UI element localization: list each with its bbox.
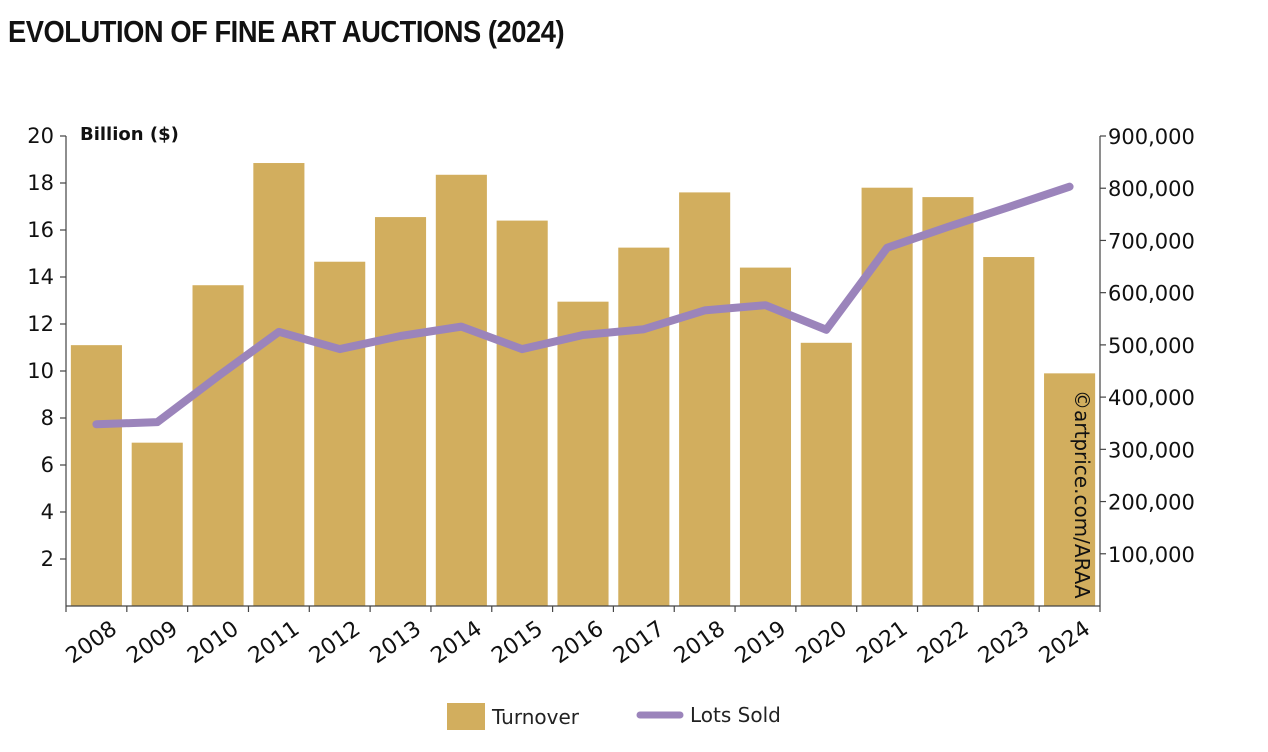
left-tick-label: 20 — [27, 124, 54, 148]
bar-turnover-2014 — [435, 174, 487, 606]
legend-label-lots-sold: Lots Sold — [690, 703, 781, 727]
point-lots-sold-2018 — [704, 309, 706, 311]
left-tick-label: 8 — [41, 406, 54, 430]
right-tick-label: 600,000 — [1108, 282, 1195, 306]
bar-turnover-2023 — [983, 257, 1035, 606]
x-tick-label: 2008 — [62, 616, 122, 669]
credit-text: ©artprice.com/ARAA — [1070, 390, 1094, 599]
point-lots-sold-2017 — [643, 328, 645, 330]
left-tick-label: 6 — [41, 453, 54, 477]
point-lots-sold-2022 — [947, 226, 949, 228]
line-layer — [92, 182, 1074, 429]
x-tick-label: 2023 — [974, 616, 1034, 669]
x-tick-label: 2011 — [244, 616, 304, 669]
point-lots-sold-2019 — [764, 304, 766, 306]
y-axis-label: Billion ($) — [80, 124, 179, 145]
right-tick-label: 200,000 — [1108, 491, 1195, 515]
bar-turnover-2010 — [192, 285, 244, 606]
x-tick-label: 2015 — [487, 616, 547, 669]
bar-turnover-2012 — [314, 261, 366, 606]
left-tick-label: 14 — [27, 265, 54, 289]
x-tick-label: 2018 — [670, 616, 730, 669]
bar-turnover-2016 — [557, 301, 609, 606]
x-tick-label: 2024 — [1035, 616, 1095, 669]
bar-turnover-2022 — [922, 197, 974, 606]
left-tick-label: 2 — [41, 547, 54, 571]
point-lots-sold-2021 — [886, 247, 888, 249]
bar-turnover-2021 — [861, 187, 913, 606]
x-tick-label: 2014 — [427, 616, 487, 669]
point-lots-sold-2014 — [460, 326, 462, 328]
point-lots-sold-2009 — [156, 421, 158, 423]
x-tick-label: 2010 — [183, 616, 243, 669]
point-lots-sold-2011 — [278, 331, 280, 333]
bar-turnover-2008 — [70, 345, 122, 606]
right-tick-label: 900,000 — [1108, 125, 1195, 149]
left-tick-label: 4 — [41, 500, 54, 524]
bar-turnover-2019 — [739, 267, 792, 606]
point-lots-sold-2013 — [400, 335, 402, 337]
point-lots-sold-2023 — [1008, 206, 1010, 208]
right-tick-label: 100,000 — [1108, 543, 1195, 567]
left-tick-label: 18 — [27, 171, 54, 195]
point-lots-sold-2015 — [521, 348, 523, 350]
bar-turnover-2009 — [131, 442, 183, 606]
bar-turnover-2020 — [800, 342, 852, 606]
bar-turnover-2024 — [1044, 373, 1096, 606]
x-tick-label: 2012 — [305, 616, 365, 669]
point-lots-sold-2008 — [95, 423, 97, 425]
x-tick-label: 2016 — [548, 616, 608, 669]
right-tick-label: 400,000 — [1108, 386, 1195, 410]
legend-label-turnover: Turnover — [491, 705, 580, 729]
chart-title: EVOLUTION OF FINE ART AUCTIONS (2024) — [8, 14, 565, 49]
x-tick-label: 2021 — [852, 616, 912, 669]
left-tick-label: 16 — [27, 218, 54, 242]
x-tick-label: 2009 — [122, 616, 182, 669]
right-tick-label: 500,000 — [1108, 334, 1195, 358]
x-tick-label: 2020 — [792, 616, 852, 669]
bar-turnover-2011 — [253, 163, 305, 606]
point-lots-sold-2012 — [339, 348, 341, 350]
bar-turnover-2018 — [679, 192, 731, 606]
x-tick-label: 2013 — [366, 616, 426, 669]
x-tick-label: 2017 — [609, 616, 669, 669]
right-tick-label: 800,000 — [1108, 177, 1195, 201]
point-lots-sold-2010 — [217, 375, 219, 377]
x-tick-label: 2019 — [731, 616, 791, 669]
left-tick-label: 12 — [27, 312, 54, 336]
bar-turnover-2013 — [374, 217, 427, 606]
legend-swatch-turnover — [447, 703, 485, 730]
left-tick-label: 10 — [27, 359, 54, 383]
point-lots-sold-2020 — [825, 329, 827, 331]
bars-layer — [70, 163, 1096, 606]
x-tick-label: 2022 — [913, 616, 973, 669]
right-tick-label: 300,000 — [1108, 438, 1195, 462]
point-lots-sold-2016 — [582, 334, 584, 336]
bar-turnover-2017 — [618, 247, 670, 606]
right-tick-label: 700,000 — [1108, 229, 1195, 253]
bar-turnover-2015 — [496, 220, 548, 606]
legend: Turnover Lots Sold — [447, 703, 781, 730]
point-lots-sold-2024 — [1069, 186, 1071, 188]
